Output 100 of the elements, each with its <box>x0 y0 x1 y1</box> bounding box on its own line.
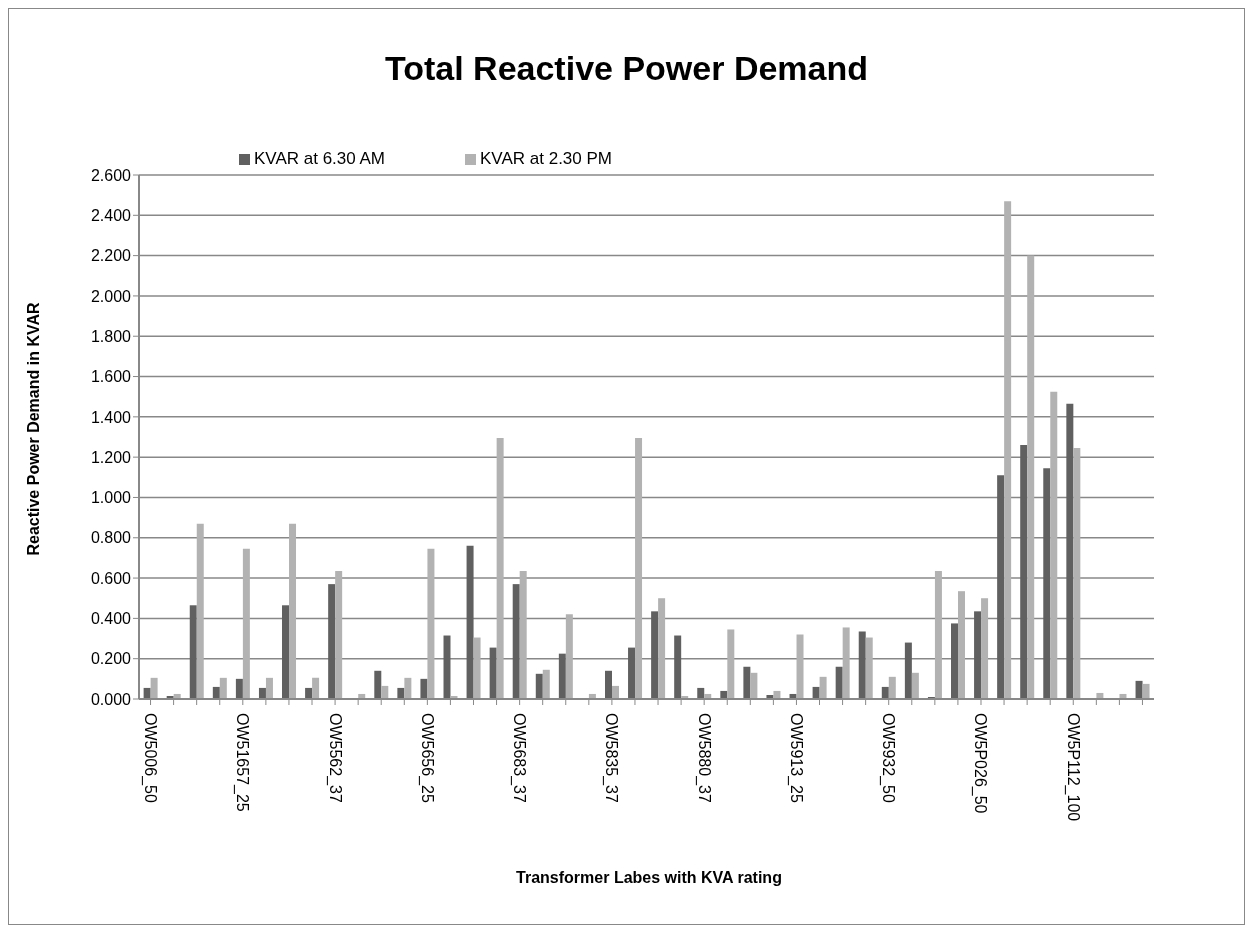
y-tick-label: 2.600 <box>90 166 132 184</box>
bar <box>258 687 266 699</box>
bar <box>420 678 428 699</box>
bar <box>443 635 451 699</box>
bar <box>196 523 204 699</box>
bar <box>812 686 820 699</box>
x-tick-label: OW5P112_100 <box>1063 713 1082 822</box>
bar <box>743 666 751 699</box>
bar <box>289 523 297 699</box>
bar <box>150 677 158 699</box>
bar <box>489 647 497 699</box>
bar <box>404 677 412 699</box>
x-tick-label: OW5932_50 <box>879 713 898 803</box>
bar <box>697 687 705 699</box>
bar <box>143 687 151 699</box>
bar <box>1050 391 1058 699</box>
bar <box>911 672 919 699</box>
bar <box>1073 448 1081 699</box>
x-axis-title: Transformer Labes with KVA rating <box>515 869 783 887</box>
y-tick-label: 0.600 <box>90 569 132 587</box>
bar <box>519 571 527 699</box>
bar <box>235 678 243 699</box>
bar <box>397 687 405 699</box>
bar <box>628 647 636 699</box>
bar <box>865 637 873 699</box>
bar <box>265 677 273 699</box>
y-tick-label: 1.600 <box>90 368 132 386</box>
bar <box>374 670 382 699</box>
bar <box>427 548 435 699</box>
bar <box>1142 683 1150 699</box>
bar <box>565 614 573 699</box>
y-tick-label: 1.400 <box>90 408 132 426</box>
bar <box>242 548 250 699</box>
bar <box>611 685 619 699</box>
x-tick-label: OW5006_50 <box>141 713 160 803</box>
bar <box>305 687 313 699</box>
bar <box>1027 255 1035 699</box>
bar <box>335 571 343 699</box>
bar <box>1135 680 1143 699</box>
bar <box>1066 403 1074 699</box>
bar <box>835 666 843 699</box>
y-axis-title: Reactive Power Demand in KVAR <box>25 302 43 556</box>
bar <box>974 611 982 699</box>
x-tick-label: OW5562_37 <box>325 713 344 803</box>
bar <box>635 438 643 699</box>
bar <box>219 677 227 699</box>
y-tick-label: 1.000 <box>90 489 132 507</box>
y-tick-label: 2.400 <box>90 206 132 224</box>
bar <box>796 634 804 699</box>
y-tick-label: 1.800 <box>90 327 132 345</box>
bar <box>881 686 889 699</box>
bar <box>904 642 912 699</box>
bar <box>981 598 989 699</box>
y-tick-label: 0.200 <box>90 650 132 668</box>
bar <box>535 673 543 699</box>
bar <box>282 605 290 699</box>
bar <box>1004 201 1012 699</box>
bar <box>819 676 827 699</box>
bar <box>312 677 320 699</box>
bar <box>951 623 958 699</box>
bar <box>558 653 566 699</box>
x-tick-label: OW5656_25 <box>417 713 436 803</box>
bar <box>958 591 965 699</box>
y-tick-label: 0.800 <box>90 529 132 547</box>
bar <box>1043 468 1051 699</box>
y-tick-label: 0.400 <box>90 610 132 628</box>
bar <box>934 571 942 699</box>
chart-title: Total Reactive Power Demand <box>383 49 870 88</box>
bar <box>858 631 866 699</box>
y-tick-label: 1.200 <box>90 448 132 466</box>
x-tick-label: OW5835_37 <box>602 713 621 803</box>
bar <box>888 676 896 699</box>
bar <box>496 438 504 699</box>
x-tick-label: OW5880_37 <box>694 713 713 803</box>
legend-label: KVAR at 2.30 PM <box>480 149 612 168</box>
bar <box>1020 445 1028 699</box>
bar <box>658 598 666 699</box>
bar <box>674 635 682 699</box>
x-tick-label: OW5P026_50 <box>971 713 990 814</box>
x-tick-label: OW51657_25 <box>233 713 252 812</box>
y-tick-label: 0.000 <box>90 690 132 708</box>
bar <box>512 584 520 699</box>
legend-label: KVAR at 6.30 AM <box>254 149 386 168</box>
bar <box>842 627 850 699</box>
x-tick-label: OW5683_37 <box>510 713 529 803</box>
bar <box>727 629 735 699</box>
bar <box>466 545 474 699</box>
x-tick-label: OW5913_25 <box>786 713 805 803</box>
bar <box>212 686 220 699</box>
bar <box>328 584 336 699</box>
bar <box>381 685 389 699</box>
bar <box>651 611 659 699</box>
bar <box>473 637 481 699</box>
bar <box>997 475 1005 699</box>
y-tick-label: 2.200 <box>90 247 132 265</box>
bar <box>542 669 550 699</box>
bar <box>604 670 612 699</box>
bar <box>750 672 758 699</box>
y-tick-label: 2.000 <box>90 287 132 305</box>
bar <box>189 605 197 699</box>
